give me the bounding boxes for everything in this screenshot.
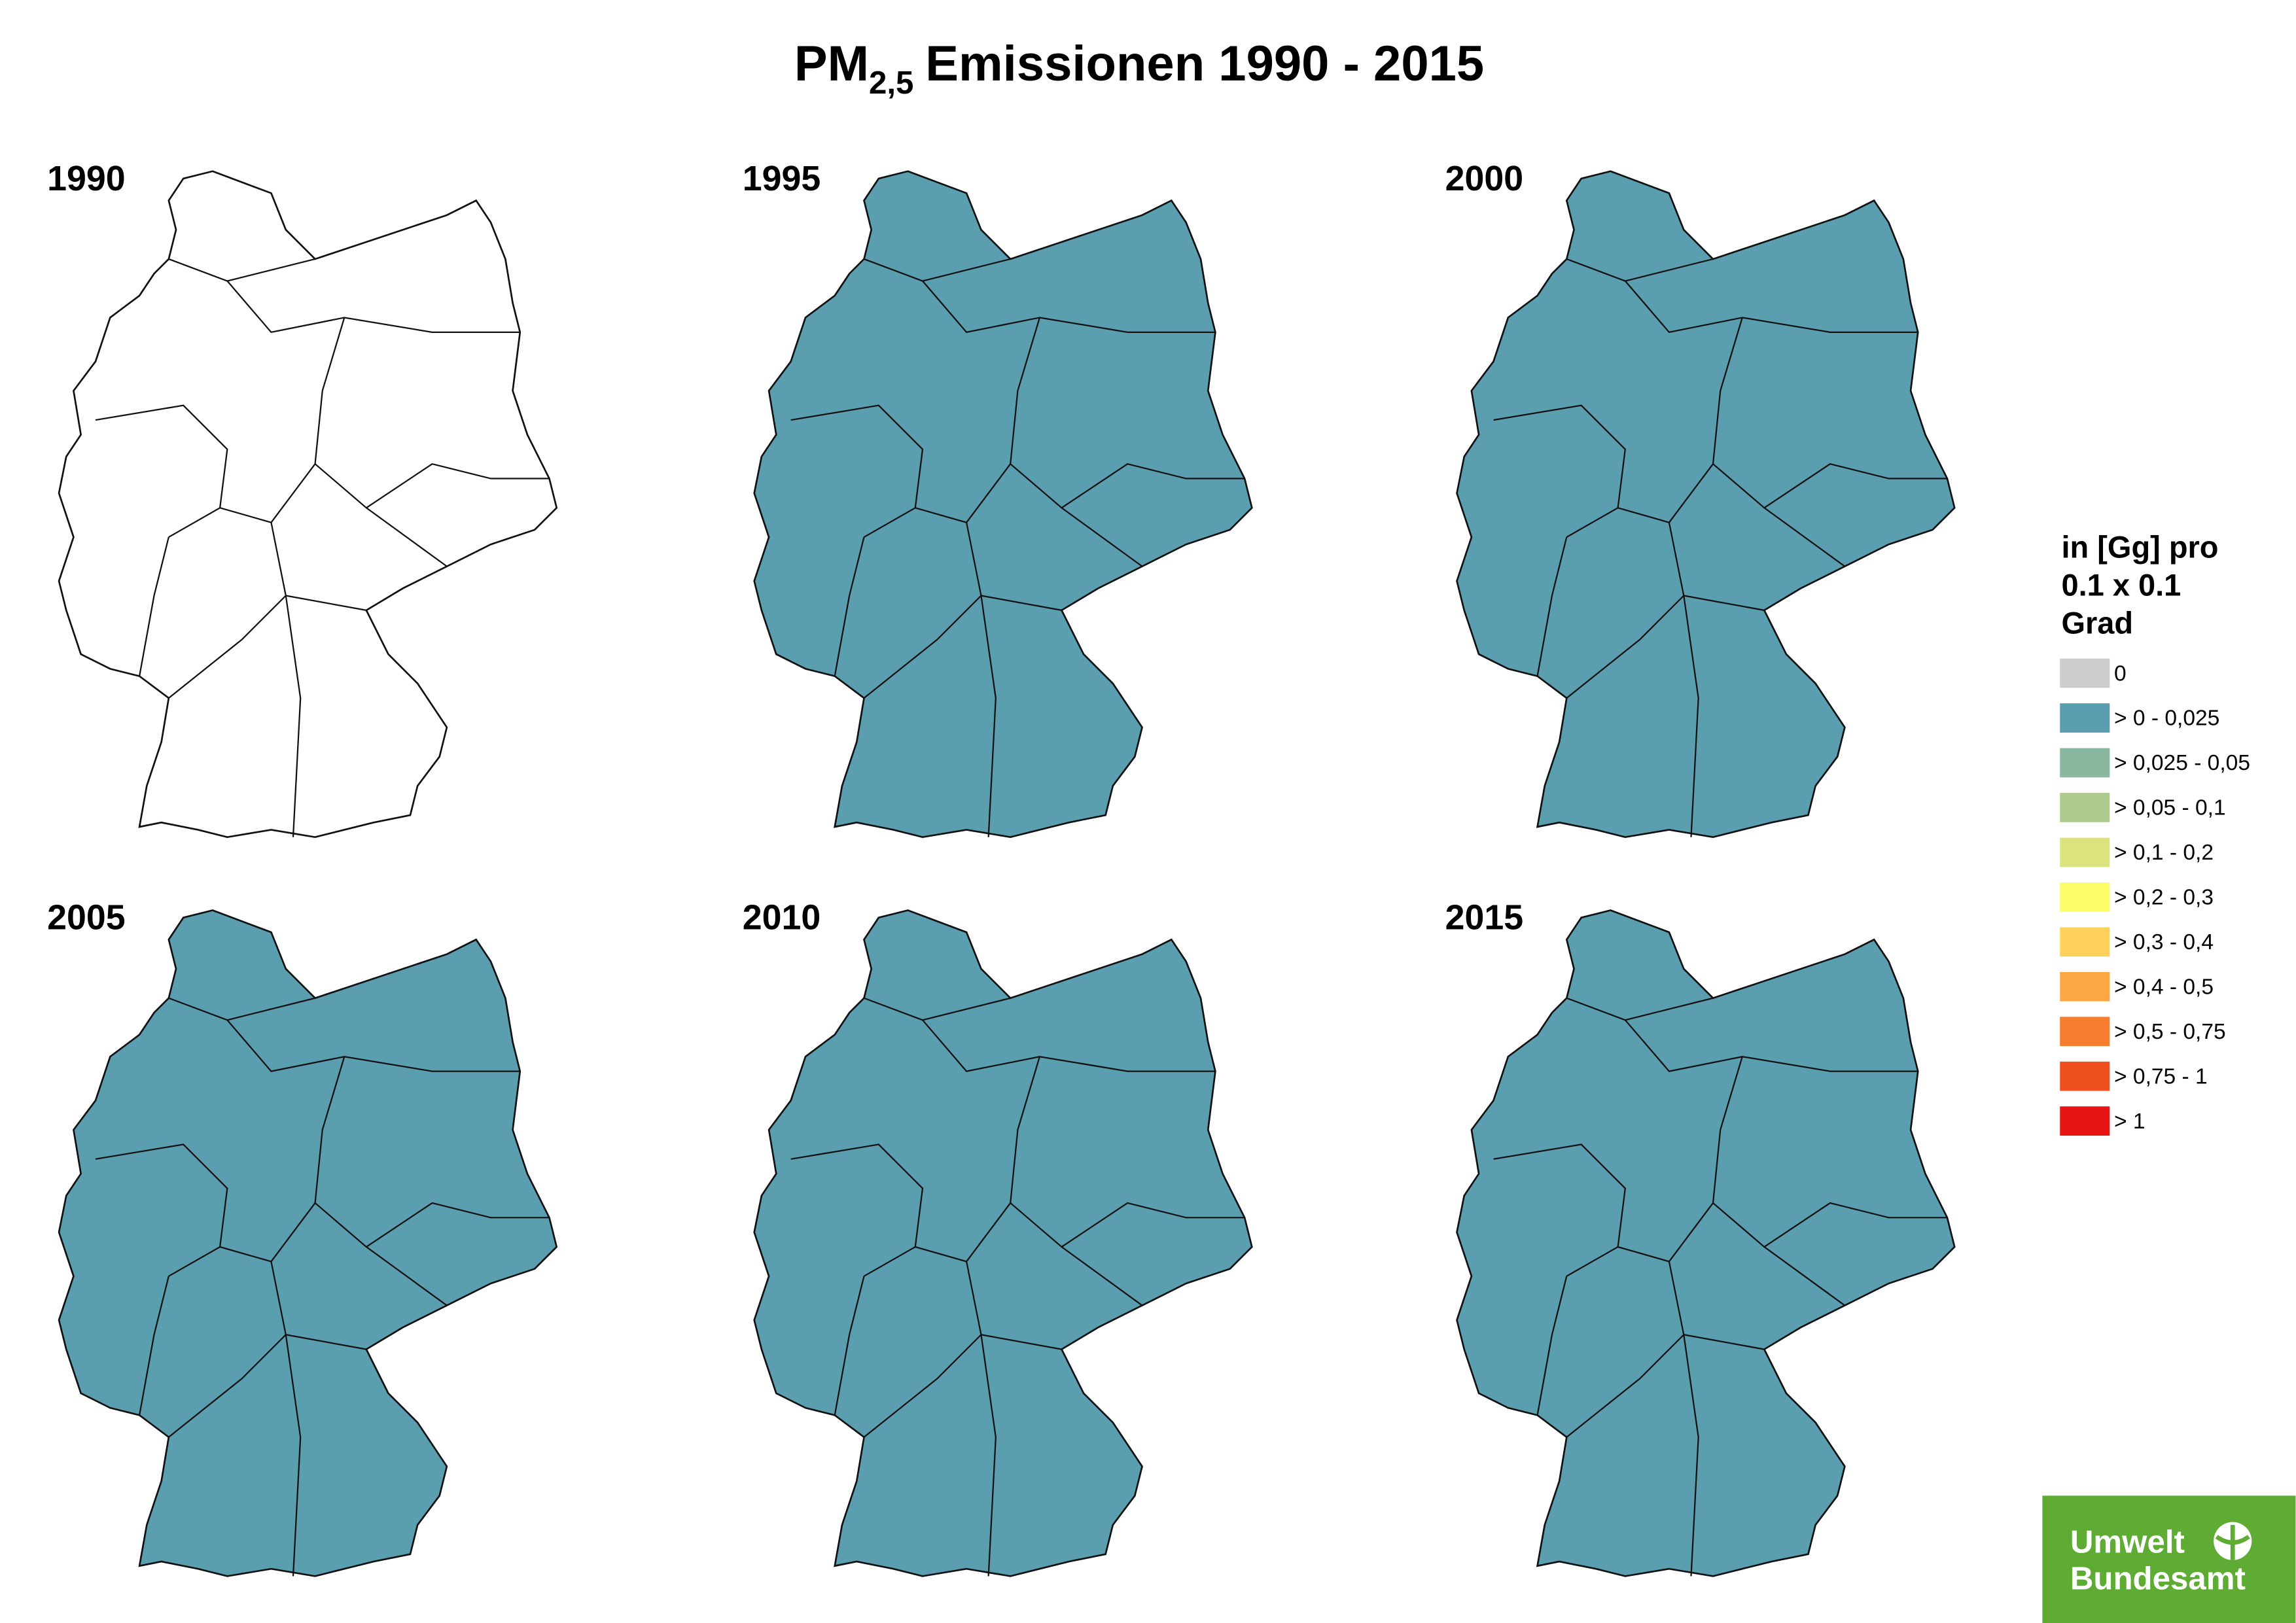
map [753,909,1253,1577]
state-border [1061,462,1245,509]
state-border [1061,1202,1245,1248]
panel-year: 1995 [743,159,821,198]
state-border [863,1261,982,1438]
legend-swatch [2060,1106,2110,1136]
title-sub: 2,5 [869,65,913,101]
state-border [834,536,865,676]
state-border [1684,1334,1765,1350]
state-border [285,1335,302,1577]
state-border [285,1334,367,1350]
panel-year: 2010 [743,898,821,937]
state-border [790,1143,924,1277]
state-border [285,595,302,837]
legend-label: > 0,2 - 0,3 [2114,886,2214,910]
legend-swatch [2060,927,2110,957]
state-border [980,1335,997,1577]
panel-year: 2000 [1445,159,1523,198]
country-shape [58,170,558,839]
state-border [980,595,997,837]
state-border [139,1276,169,1416]
state-border [95,1143,228,1277]
panels: 1990 1995 2000 2005 2010 2015 [47,159,1956,1577]
legend-label: > 0,1 - 0,2 [2114,841,2214,865]
state-border [1683,1335,1699,1577]
logo-icon-mark [2215,1525,2250,1560]
legend-title: Grad [2061,606,2133,640]
panel-year: 1990 [47,159,125,198]
title-rest: Emissionen 1990 - 2015 [925,36,1484,92]
state-border [1683,595,1699,837]
legend-label: > 1 [2114,1109,2146,1134]
title-main: PM [794,36,869,92]
logo-text: Bundesamt [2070,1561,2246,1597]
country-shape [1456,170,1956,839]
title: PM2,5 Emissionen 1990 - 2015 [794,36,1484,101]
map [58,909,558,1577]
legend-label: > 0,5 - 0,75 [2114,1020,2226,1044]
country-shape [753,170,1253,839]
state-border [1684,595,1765,611]
state-border [981,595,1062,611]
state-border [1763,1202,1947,1248]
state-border [790,404,924,538]
legend-label: > 0,3 - 0,4 [2114,930,2214,954]
legend-label: > 0,025 - 0,05 [2114,751,2250,775]
state-border [1566,1261,1685,1438]
legend-swatch [2060,1017,2110,1047]
legend-swatch [2060,658,2110,688]
state-border [1493,404,1626,538]
country-shape [58,909,558,1577]
country-shape [753,909,1253,1577]
panel-year: 2015 [1445,898,1523,937]
state-border [981,1334,1062,1350]
legend-label: > 0,4 - 0,5 [2114,975,2214,999]
legend-swatch [2060,1061,2110,1091]
state-border [1566,522,1685,699]
state-border [1763,462,1947,509]
legend-swatch [2060,748,2110,778]
state-border [285,595,367,611]
map [1456,909,1956,1577]
map [58,170,558,839]
map [753,170,1253,839]
legend-swatch [2060,793,2110,822]
legend-swatch [2060,837,2110,867]
legend-label: 0 [2114,661,2127,686]
state-border [1536,1276,1568,1416]
legend-label: > 0,05 - 0,1 [2114,796,2226,820]
state-border [863,522,982,699]
state-border [366,462,550,509]
legend-label: > 0,75 - 1 [2114,1064,2208,1089]
legend-title: in [Gg] pro [2061,529,2218,564]
legend-title: 0.1 x 0.1 [2061,568,2181,602]
legend-swatch [2060,703,2110,733]
state-border [168,522,287,699]
state-border [366,1202,550,1248]
state-border [168,1261,287,1438]
legend: in [Gg] pro 0.1 x 0.1 Grad 0 > 0 - 0,025 > 0,… [2060,529,2250,1136]
state-border [834,1276,865,1416]
legend-label: > 0 - 0,025 [2114,707,2219,731]
state-border [139,536,169,676]
map [1456,170,1956,839]
state-border [1536,536,1568,676]
state-border [95,404,228,538]
state-border [1493,1143,1626,1277]
logo: Umwelt Bundesamt [2042,1495,2296,1623]
panel-year: 2005 [47,898,125,937]
legend-swatch [2060,971,2110,1002]
logo-box [2042,1495,2296,1623]
country-shape [1456,909,1956,1577]
legend-swatch [2060,882,2110,912]
logo-text: Umwelt [2070,1524,2185,1560]
